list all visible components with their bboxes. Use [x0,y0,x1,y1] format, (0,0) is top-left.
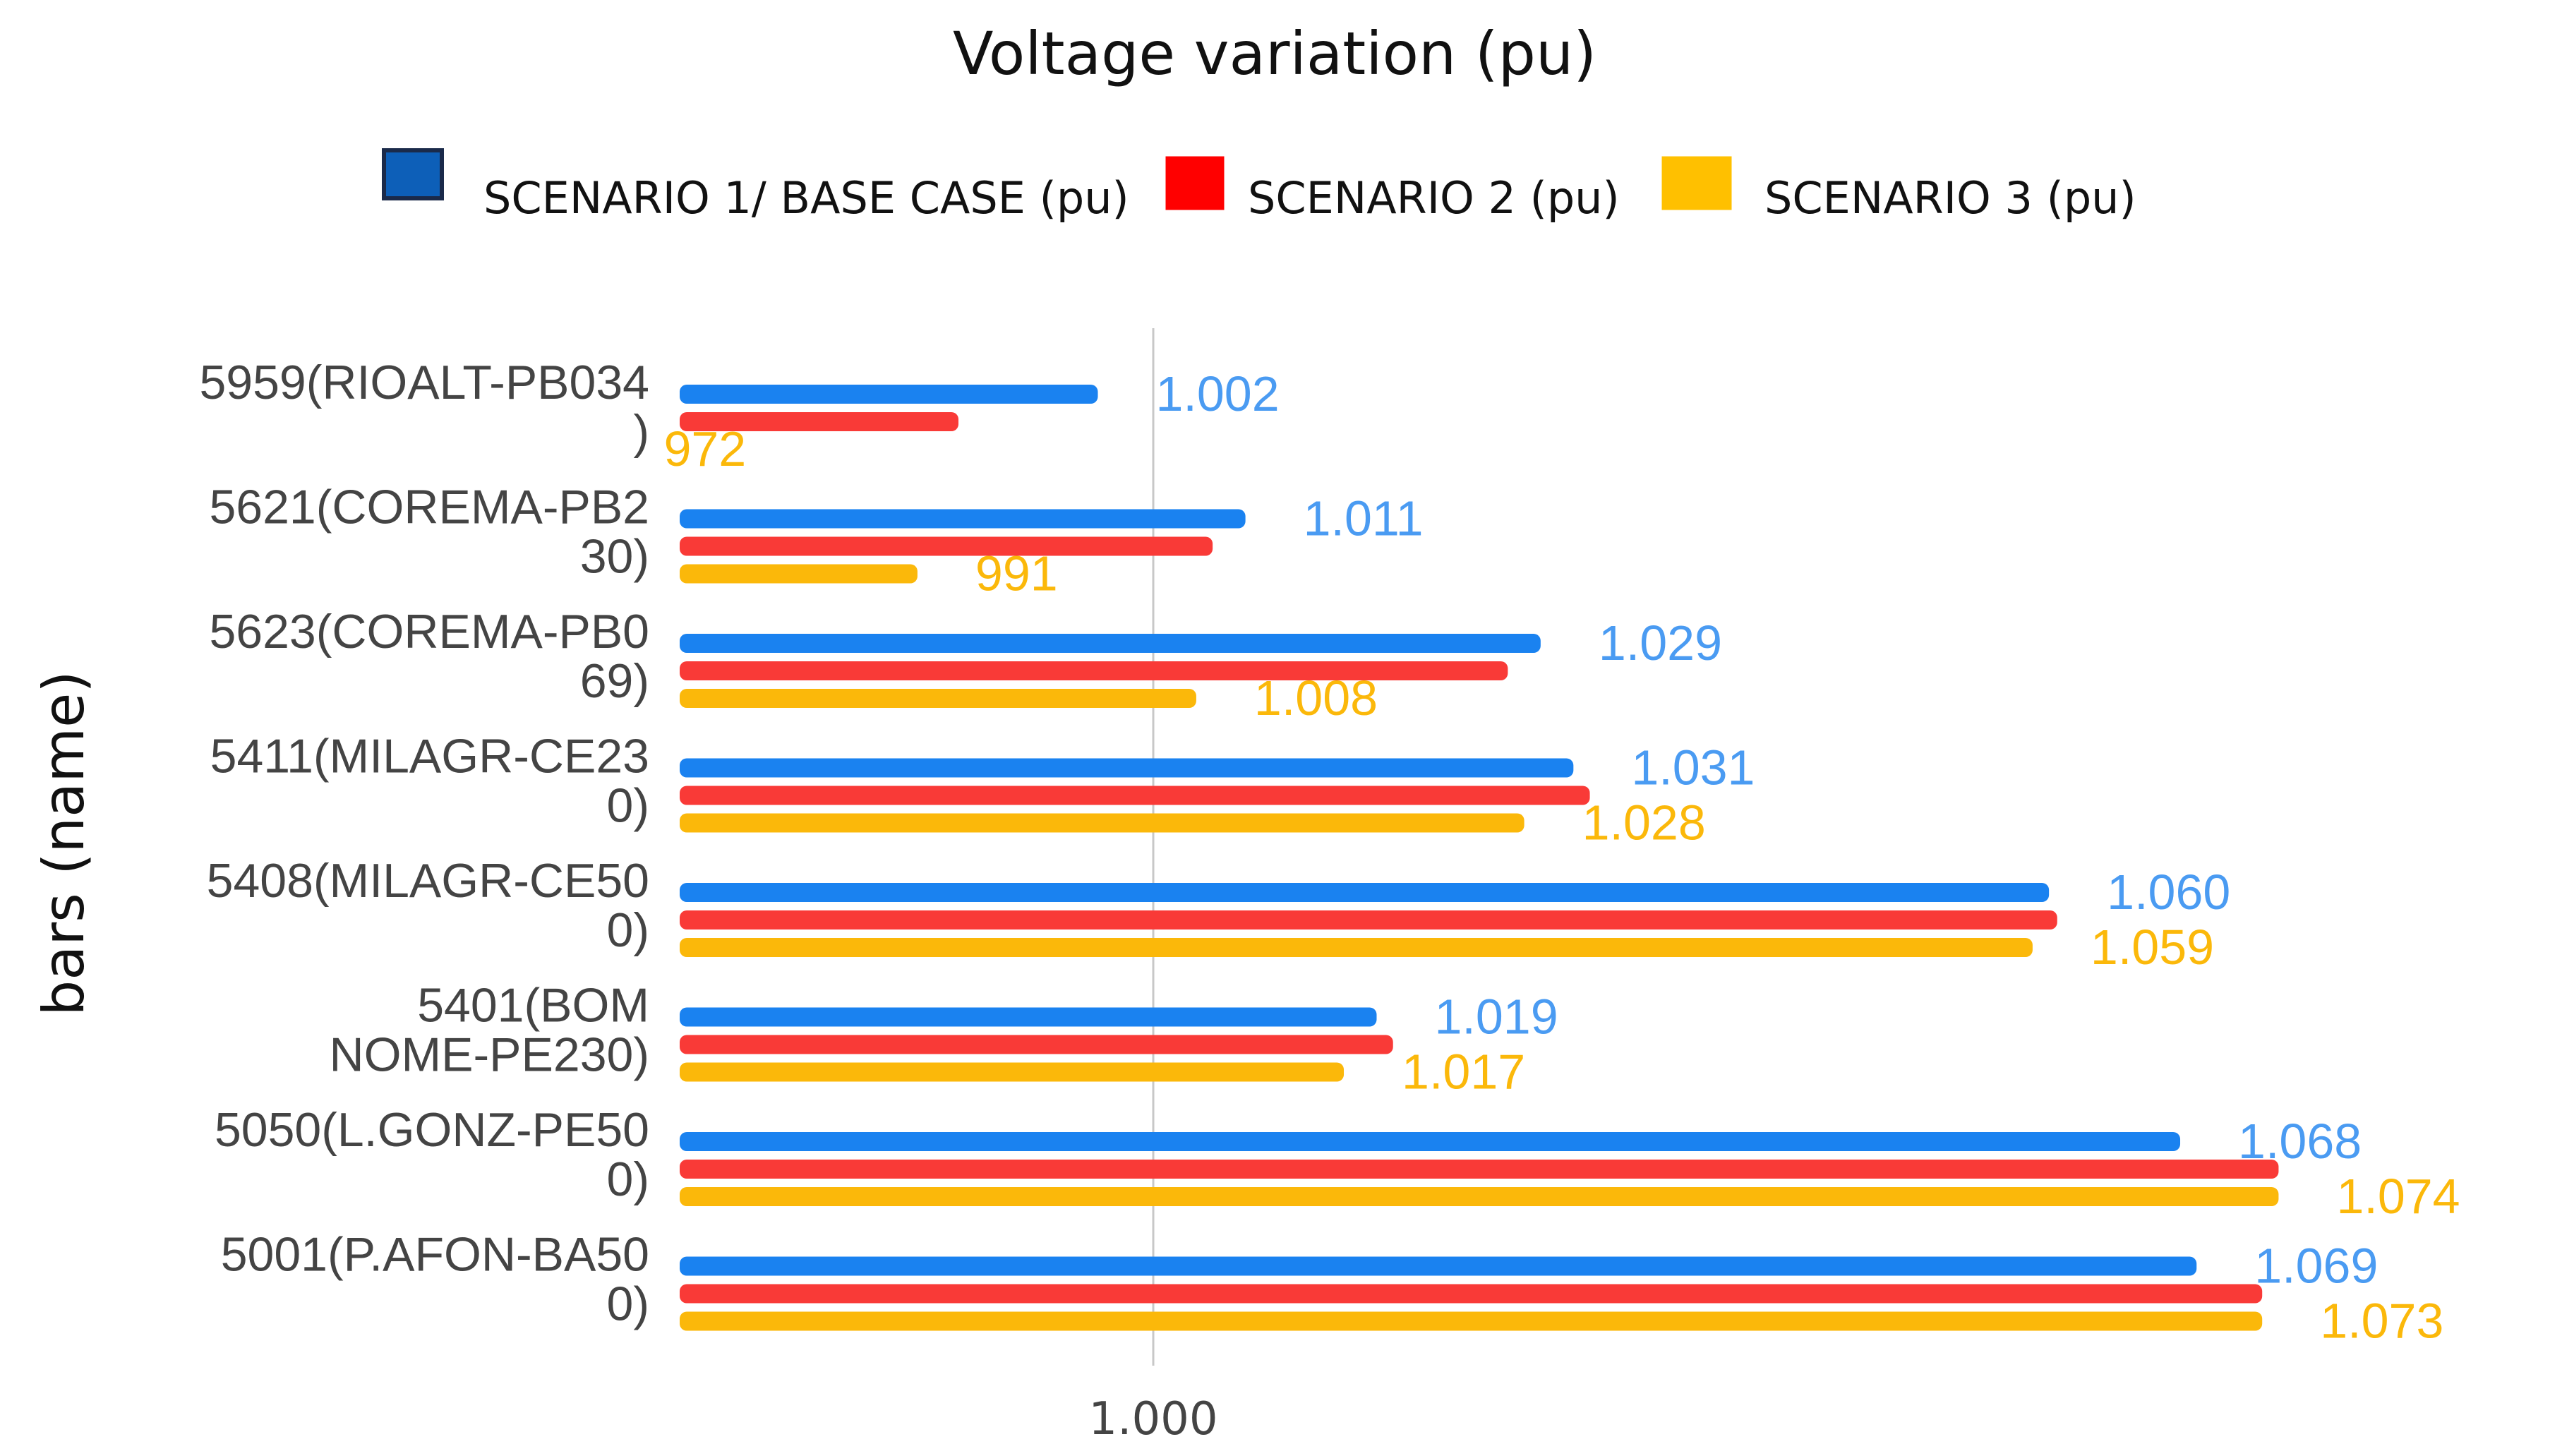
data-label: 1.074 [2336,1169,2460,1224]
data-label: 1.060 [2107,865,2230,920]
category-label: 0) [607,1153,649,1206]
bar-scenario-1 [680,634,1541,653]
data-label: 1.011 [1304,491,1424,546]
bars [680,385,2279,1331]
bar-scenario-1 [680,1132,2181,1151]
bar-scenario-2 [680,786,1590,805]
legend-label-scenario-3: SCENARIO 3 (pu) [1764,172,2136,224]
data-label: 1.002 [1156,366,1280,421]
data-label: 972 [663,421,746,476]
category-label: 5959(RIOALT-PB034 [199,356,649,409]
category-label: 5401(BOM [417,979,649,1033]
category-label: 5411(MILAGR-CE23 [210,730,649,783]
data-label: 1.008 [1254,670,1378,726]
category-label: 5621(COREMA-PB2 [209,481,649,534]
bar-scenario-2 [680,536,1213,556]
legend-swatch-scenario-2 [1165,156,1225,210]
data-label: 1.073 [2320,1294,2443,1349]
category-label: NOME-PE230) [330,1028,649,1082]
bar-scenario-3 [680,689,1196,708]
bar-scenario-3 [680,1187,2279,1206]
category-label: 69) [580,654,649,708]
bar-scenario-3 [680,564,918,584]
legend: SCENARIO 1/ BASE CASE (pu) SCENARIO 2 (p… [382,148,2136,224]
data-label: 1.059 [2091,920,2214,975]
data-label: 1.031 [1631,740,1755,795]
y-axis-label: bars (name) [31,670,97,1016]
legend-label-scenario-2: SCENARIO 2 (pu) [1248,172,1620,224]
bar-scenario-1 [680,883,2050,902]
bar-scenario-1 [680,385,1098,404]
category-label: 5623(COREMA-PB0 [209,605,649,658]
legend-swatch-scenario-3 [1661,156,1732,210]
legend-label-scenario-1: SCENARIO 1/ BASE CASE (pu) [483,172,1129,224]
bar-scenario-2 [680,412,958,431]
category-label: 0) [607,779,649,833]
category-label: 5050(L.GONZ-PE50 [215,1103,649,1157]
bar-scenario-2 [680,1284,2263,1304]
bar-scenario-1 [680,1256,2197,1276]
data-label: 1.019 [1435,989,1558,1045]
chart-title: Voltage variation (pu) [953,19,1596,88]
bar-scenario-2 [680,1160,2279,1179]
bar-scenario-3 [680,938,2033,957]
category-label: 5001(P.AFON-BA50 [221,1228,649,1282]
bar-scenario-3 [680,1311,2263,1331]
bar-scenario-2 [680,661,1508,680]
category-label: 0) [607,903,649,957]
category-label: 5408(MILAGR-CE50 [207,854,649,908]
bar-scenario-3 [680,813,1524,833]
data-label: 1.029 [1599,615,1722,670]
data-label: 1.069 [2254,1239,2378,1294]
bar-scenario-1 [680,1007,1377,1027]
category-label: ) [633,405,649,459]
data-label: 1.028 [1582,795,1706,850]
data-label: 991 [975,546,1058,601]
bar-scenario-3 [680,1062,1345,1082]
category-label: 0) [607,1277,649,1331]
data-label: 1.068 [2238,1114,2362,1169]
bar-scenario-2 [680,1035,1393,1054]
bar-scenario-1 [680,509,1246,529]
bar-scenario-2 [680,910,2057,929]
x-tick-label: 1.000 [1088,1393,1217,1445]
legend-swatch-scenario-1 [382,148,444,200]
data-label: 1.017 [1402,1045,1525,1100]
category-label: 30) [580,530,649,584]
bar-scenario-1 [680,758,1574,778]
